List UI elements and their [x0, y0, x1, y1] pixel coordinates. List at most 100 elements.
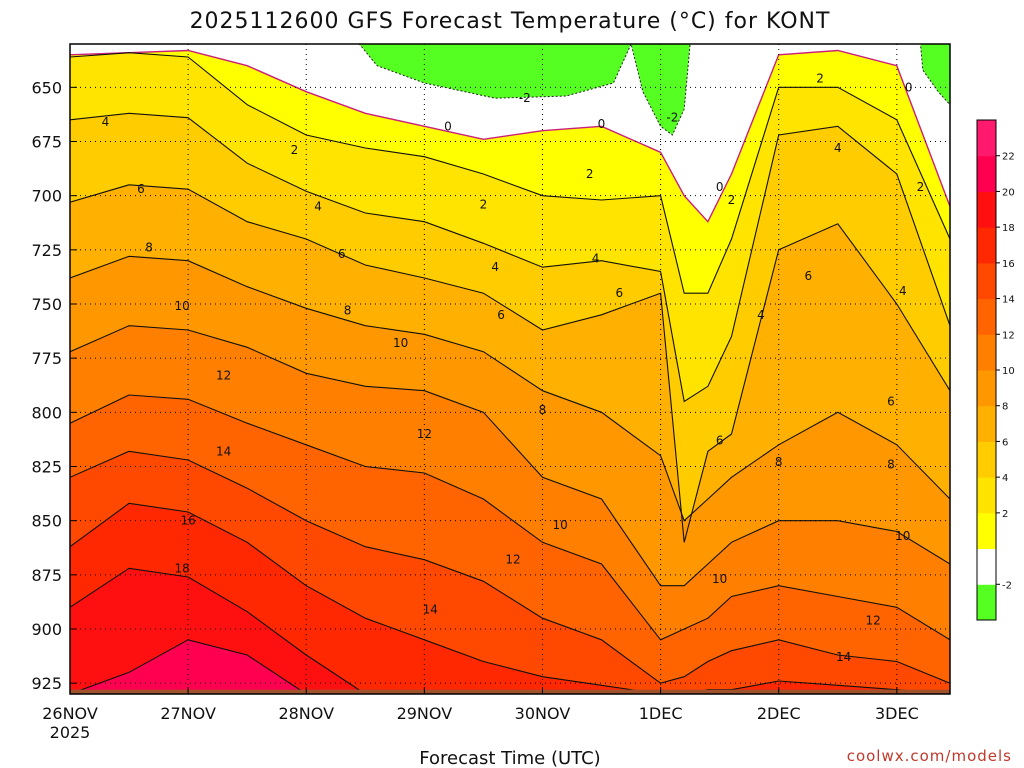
- x-tick-label: 27NOV: [160, 704, 216, 723]
- colorbar-tick-label: 6: [1002, 437, 1008, 448]
- isotherm-16: [70, 502, 950, 694]
- colorbar-tick-label: 8: [1002, 402, 1008, 413]
- colorbar-swatch: [977, 512, 996, 550]
- colorbar-swatch: [977, 370, 996, 407]
- contour-label: 10: [553, 518, 568, 532]
- isotherm-14: [70, 450, 950, 684]
- isotherm-12: [70, 394, 950, 641]
- band-above-18: [70, 568, 950, 694]
- x-axis-label: Forecast Time (UTC): [419, 748, 600, 768]
- x-tick-label: 29NOV: [397, 704, 453, 723]
- y-tick-label: 725: [31, 241, 62, 260]
- contour-label: 8: [344, 304, 352, 318]
- colorbar-tick-label: 22: [1002, 152, 1015, 163]
- contour-label: 4: [314, 200, 322, 214]
- isotherm-2: [70, 52, 950, 294]
- y-tick-label: 675: [31, 133, 62, 152]
- colorbar-tick-label: 12: [1002, 330, 1015, 341]
- contour-label: 6: [137, 182, 145, 196]
- plot-frame: [69, 43, 951, 695]
- contour-label: 10: [175, 299, 190, 313]
- cold-region-2: [919, 44, 950, 106]
- colorbar-swatch: [977, 405, 996, 442]
- contour-label: 4: [757, 308, 765, 322]
- contour-label: 6: [716, 434, 724, 448]
- isotherm-8: [70, 255, 950, 522]
- contour-label: 12: [505, 553, 520, 567]
- colorbar-swatch: [977, 155, 996, 192]
- contour-label: 2: [291, 143, 299, 157]
- contour-label: 18: [175, 561, 190, 575]
- contour-label: 4: [491, 260, 499, 274]
- y-tick-label: 650: [31, 78, 62, 97]
- contour-label: 12: [866, 613, 881, 627]
- contour-label: 6: [497, 308, 505, 322]
- contour-label: 4: [102, 115, 110, 129]
- contour-label: 8: [539, 403, 547, 417]
- contour-label: 0: [598, 117, 606, 131]
- contour-label: 10: [895, 529, 910, 543]
- colorbar-swatch: [977, 262, 996, 300]
- colorbar-swatch: [977, 227, 996, 264]
- y-tick-label: 700: [31, 187, 62, 206]
- contour-label: 16: [180, 514, 195, 528]
- isotherm-6: [70, 184, 950, 543]
- x-tick-label: 1DEC: [639, 704, 683, 723]
- colorbar-swatch: [977, 120, 996, 157]
- contour-label: 0: [905, 80, 913, 94]
- contour-label: 2: [586, 167, 594, 181]
- x-tick-label: 3DEC: [875, 704, 919, 723]
- x-tick-label: 2DEC: [757, 704, 801, 723]
- colorbar: -2 2 4 6 8 10 12 14 16 18 20 22: [976, 119, 1015, 621]
- colorbar-tick-label: -2: [1002, 580, 1012, 591]
- chart-title: 2025112600 GFS Forecast Temperature (°C)…: [190, 9, 831, 34]
- contour-label: 12: [216, 369, 231, 383]
- y-tick-label: 925: [31, 674, 62, 693]
- contour-label: 8: [775, 455, 783, 469]
- isotherm-18: [70, 567, 950, 694]
- colorbar-tick-label: 14: [1002, 295, 1015, 306]
- contour-label: 6: [338, 247, 346, 261]
- colorbar-swatch: [977, 477, 996, 514]
- credit-text: coolwx.com/models: [847, 747, 1012, 765]
- contour-label: 0: [444, 119, 452, 133]
- colorbar-tick-label: 18: [1002, 223, 1015, 234]
- contour-label: 6: [615, 286, 623, 300]
- contour-label: 4: [834, 141, 842, 155]
- contour-label: 2: [917, 180, 925, 194]
- x-tick-label: 30NOV: [515, 704, 571, 723]
- contour-label: 6: [887, 395, 895, 409]
- contour-label: 14: [423, 603, 438, 617]
- contour-label: 2: [816, 72, 824, 86]
- y-tick-label: 850: [31, 512, 62, 531]
- x-tick-label: 28NOV: [278, 704, 334, 723]
- contour-label: 14: [216, 444, 231, 458]
- isotherm-4: [70, 112, 950, 403]
- contour-label: 4: [899, 284, 907, 298]
- colorbar-swatch: [977, 584, 996, 621]
- colorbar-swatch: [977, 548, 996, 585]
- colorbar-swatch: [977, 191, 996, 228]
- contour-label: 8: [145, 241, 153, 255]
- colorbar-tick-label: 16: [1002, 259, 1015, 270]
- contour-label: 10: [712, 572, 727, 586]
- contour-label: 14: [836, 650, 851, 664]
- contour-label: 6: [804, 269, 812, 283]
- contour-label: 2: [728, 193, 736, 207]
- isotherm-10: [70, 325, 950, 587]
- y-tick-label: 775: [31, 349, 62, 368]
- y-axis: 650 675 700 725 750 775 800 825 850 875 900 925: [31, 78, 77, 693]
- contour-label: 4: [592, 252, 600, 266]
- contour-label: -2: [519, 91, 531, 105]
- contour-label: 2: [480, 197, 488, 211]
- ground: [70, 689, 950, 694]
- y-tick-label: 750: [31, 295, 62, 314]
- y-tick-label: 875: [31, 566, 62, 585]
- colorbar-swatch: [977, 334, 996, 371]
- colorbar-tick-label: 4: [1002, 473, 1008, 484]
- band-above-20: [70, 639, 950, 694]
- contour-label: 8: [887, 457, 895, 471]
- y-tick-label: 825: [31, 458, 62, 477]
